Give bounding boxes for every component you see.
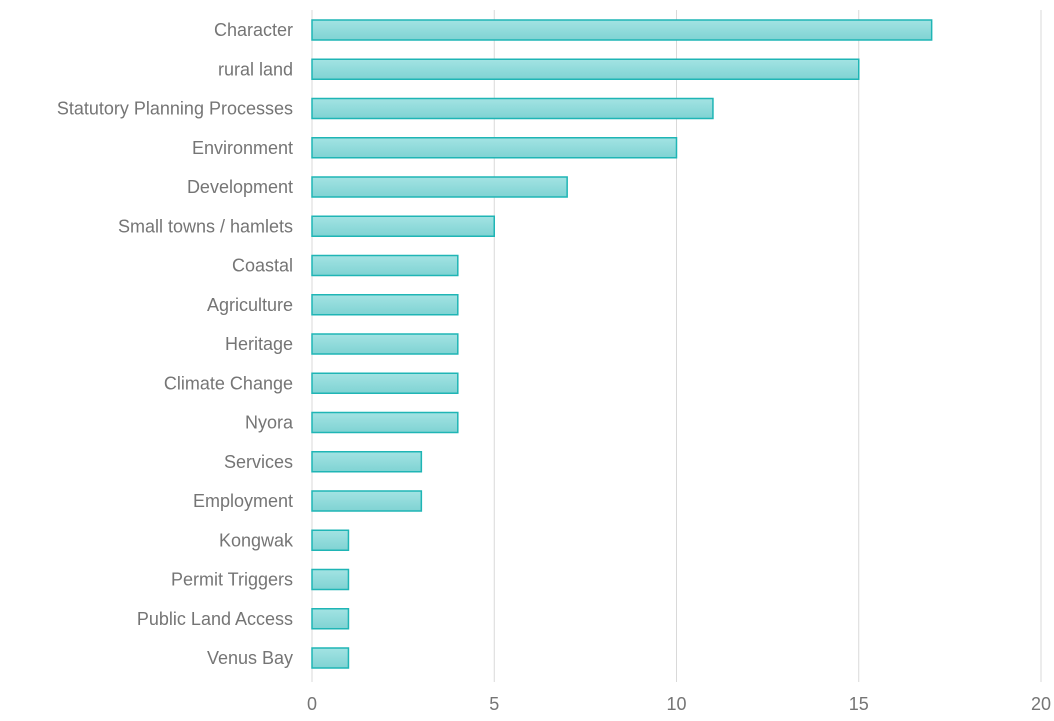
category-label: rural land [218,59,293,79]
category-label: Climate Change [164,373,293,393]
category-label: Statutory Planning Processes [57,99,293,119]
bars [311,19,933,669]
x-tick-label: 15 [849,694,869,714]
bar-coastal [311,254,459,277]
bar-character [311,19,933,41]
bar-public-land-access [311,608,350,630]
bar-venus-bay [311,647,350,669]
x-tick-label: 20 [1031,694,1051,714]
bar-agriculture [311,294,459,316]
category-label: Character [214,20,293,40]
bar-rural-land [311,58,860,80]
category-label: Heritage [225,334,293,354]
category-label: Environment [192,138,293,158]
bar-kongwak [311,529,350,551]
bar-services [311,451,423,473]
x-axis-tick-labels: 0 5 10 15 20 [307,694,1051,714]
category-label: Employment [193,491,293,511]
bar-employment [311,490,423,512]
x-tick-label: 10 [666,694,686,714]
bar-nyora [311,411,459,434]
category-label: Small towns / hamlets [118,216,293,236]
category-label: Permit Triggers [171,570,293,590]
bar-small-towns-hamlets [311,215,495,237]
bar-climate-change [311,372,459,394]
category-label: Venus Bay [207,648,293,668]
category-label: Agriculture [207,295,293,315]
category-label: Kongwak [219,530,294,550]
bar-heritage [311,333,459,355]
category-labels: Character rural land Statutory Planning Pr… [57,20,294,668]
category-label: Public Land Access [137,609,293,629]
bar-permit-triggers [311,568,350,591]
bar-environment [311,137,678,159]
category-label: Coastal [232,256,293,276]
category-label: Nyora [245,413,294,433]
x-tick-label: 5 [489,694,499,714]
category-label: Services [224,452,293,472]
category-label: Development [187,177,293,197]
x-tick-label: 0 [307,694,317,714]
bar-statutory-planning-processes [311,97,714,120]
bar-development [311,176,568,198]
